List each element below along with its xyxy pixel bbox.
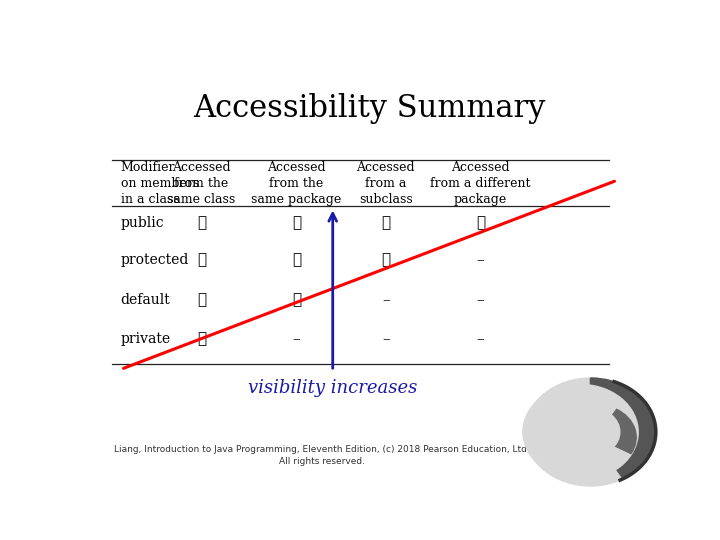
Text: ✓: ✓ (381, 216, 390, 230)
Text: –: – (477, 293, 485, 307)
Text: –: – (292, 332, 300, 346)
Wedge shape (597, 409, 636, 454)
Text: Accessed
from a
subclass: Accessed from a subclass (356, 161, 415, 206)
Circle shape (561, 408, 620, 456)
Text: Liang, Introduction to Java Programming, Eleventh Edition, (c) 2018 Pearson Educ: Liang, Introduction to Java Programming,… (114, 446, 529, 466)
Text: visibility increases: visibility increases (248, 379, 418, 397)
Text: Accessibility Summary: Accessibility Summary (193, 93, 545, 124)
Text: Accessed
from the
same package: Accessed from the same package (251, 161, 341, 206)
Text: ✓: ✓ (197, 332, 206, 346)
Wedge shape (590, 378, 656, 479)
Text: protected: protected (121, 253, 189, 267)
Text: ✓: ✓ (197, 216, 206, 230)
Text: Accessed
from the
same class: Accessed from the same class (168, 161, 235, 206)
Text: ✓: ✓ (381, 253, 390, 267)
Text: –: – (382, 332, 390, 346)
Text: default: default (121, 293, 171, 307)
Circle shape (525, 378, 656, 486)
Text: ✓: ✓ (292, 293, 301, 307)
Text: ✓: ✓ (292, 253, 301, 267)
Text: –: – (382, 293, 390, 307)
Text: ✓: ✓ (197, 253, 206, 267)
Circle shape (523, 384, 638, 480)
Text: Modifier
on members
in a class: Modifier on members in a class (121, 161, 199, 206)
Text: ✓: ✓ (197, 293, 206, 307)
Text: Accessed
from a different
package: Accessed from a different package (431, 161, 531, 206)
Text: ✓: ✓ (476, 216, 485, 230)
Text: –: – (477, 253, 485, 267)
Text: –: – (477, 332, 485, 346)
Text: ✓: ✓ (292, 216, 301, 230)
Text: private: private (121, 332, 171, 346)
Text: public: public (121, 216, 164, 230)
Text: 56: 56 (584, 453, 600, 466)
